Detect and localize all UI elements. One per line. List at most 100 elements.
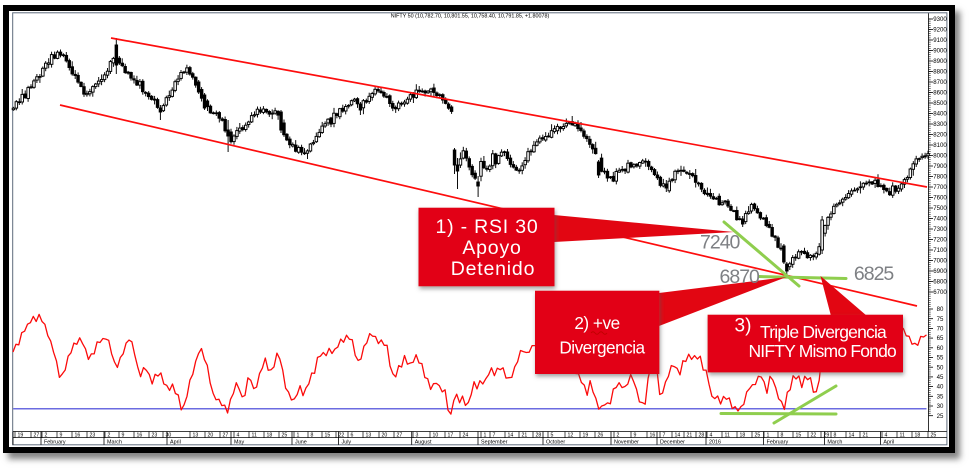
svg-text:8900: 8900 bbox=[933, 58, 947, 65]
svg-text:24: 24 bbox=[463, 433, 469, 439]
svg-text:8500: 8500 bbox=[933, 100, 947, 107]
svg-text:February: February bbox=[44, 440, 66, 446]
svg-text:1: 1 bbox=[767, 433, 770, 439]
svg-text:December: December bbox=[660, 440, 685, 446]
svg-text:27: 27 bbox=[34, 433, 40, 439]
svg-text:9000: 9000 bbox=[933, 48, 947, 55]
svg-text:11: 11 bbox=[725, 433, 730, 439]
svg-text:March: March bbox=[827, 440, 842, 446]
svg-text:6: 6 bbox=[351, 433, 354, 439]
svg-text:19: 19 bbox=[18, 433, 24, 439]
svg-text:25: 25 bbox=[931, 433, 937, 439]
svg-text:March: March bbox=[107, 440, 122, 446]
svg-text:20: 20 bbox=[208, 433, 214, 439]
svg-text:23: 23 bbox=[90, 433, 96, 439]
svg-text:18: 18 bbox=[267, 433, 273, 439]
svg-text:18: 18 bbox=[740, 433, 746, 439]
svg-text:8600: 8600 bbox=[933, 90, 947, 97]
svg-text:9100: 9100 bbox=[933, 37, 947, 44]
svg-text:April: April bbox=[883, 440, 894, 446]
svg-text:5: 5 bbox=[551, 433, 554, 439]
svg-text:40: 40 bbox=[937, 384, 944, 391]
svg-text:7: 7 bbox=[493, 433, 496, 439]
svg-text:May: May bbox=[234, 440, 244, 446]
svg-text:Apoyo: Apoyo bbox=[462, 237, 521, 259]
svg-text:September: September bbox=[481, 440, 508, 446]
svg-text:6800: 6800 bbox=[933, 279, 947, 286]
svg-text:4: 4 bbox=[710, 433, 713, 439]
svg-text:16: 16 bbox=[650, 433, 656, 439]
svg-text:30: 30 bbox=[166, 433, 172, 439]
svg-text:1: 1 bbox=[484, 433, 487, 439]
svg-text:6700: 6700 bbox=[933, 289, 947, 296]
svg-text:NIFTY Mismo Fondo: NIFTY Mismo Fondo bbox=[748, 341, 896, 361]
svg-text:Divergencia: Divergencia bbox=[559, 338, 645, 358]
svg-text:28: 28 bbox=[699, 433, 705, 439]
svg-text:21: 21 bbox=[687, 433, 693, 439]
svg-text:9: 9 bbox=[634, 433, 637, 439]
svg-text:April: April bbox=[170, 440, 181, 446]
svg-text:9: 9 bbox=[60, 433, 63, 439]
svg-text:11: 11 bbox=[900, 433, 905, 439]
svg-text:60: 60 bbox=[937, 345, 944, 352]
svg-text:7400: 7400 bbox=[933, 216, 947, 223]
svg-text:2: 2 bbox=[617, 433, 620, 439]
svg-text:7500: 7500 bbox=[933, 205, 947, 212]
svg-text:23: 23 bbox=[152, 433, 158, 439]
svg-text:6870: 6870 bbox=[720, 266, 761, 288]
svg-text:15: 15 bbox=[796, 433, 802, 439]
svg-text:7100: 7100 bbox=[933, 247, 947, 254]
svg-text:14: 14 bbox=[675, 433, 681, 439]
svg-text:9200: 9200 bbox=[933, 27, 947, 34]
svg-text:80: 80 bbox=[937, 306, 944, 313]
svg-text:7000: 7000 bbox=[933, 258, 947, 265]
svg-text:22: 22 bbox=[339, 433, 345, 439]
svg-text:12: 12 bbox=[568, 433, 574, 439]
svg-text:2: 2 bbox=[45, 433, 48, 439]
svg-text:15: 15 bbox=[325, 433, 331, 439]
svg-text:2) +ve: 2) +ve bbox=[574, 313, 619, 333]
svg-text:3: 3 bbox=[416, 433, 419, 439]
svg-text:45: 45 bbox=[937, 374, 944, 381]
svg-text:27: 27 bbox=[397, 433, 403, 439]
svg-text:19: 19 bbox=[583, 433, 589, 439]
svg-text:June: June bbox=[295, 440, 307, 446]
svg-text:7300: 7300 bbox=[933, 226, 947, 233]
svg-text:NIFTY 50 (10,782.70, 10,801.55: NIFTY 50 (10,782.70, 10,801.55, 10,758.4… bbox=[391, 13, 550, 19]
svg-text:11: 11 bbox=[252, 433, 257, 439]
svg-text:14: 14 bbox=[508, 433, 514, 439]
svg-text:8300: 8300 bbox=[933, 121, 947, 128]
svg-text:7240: 7240 bbox=[700, 232, 741, 254]
svg-text:16: 16 bbox=[75, 433, 81, 439]
svg-text:75: 75 bbox=[937, 316, 944, 323]
svg-text:27: 27 bbox=[223, 433, 229, 439]
svg-text:2: 2 bbox=[108, 433, 111, 439]
svg-text:13: 13 bbox=[366, 433, 372, 439]
svg-text:28: 28 bbox=[536, 433, 542, 439]
svg-text:7600: 7600 bbox=[933, 195, 947, 202]
svg-text:70: 70 bbox=[937, 326, 944, 333]
svg-text:4: 4 bbox=[237, 433, 240, 439]
svg-text:6900: 6900 bbox=[933, 268, 947, 275]
svg-text:8: 8 bbox=[781, 433, 784, 439]
svg-text:7200: 7200 bbox=[933, 237, 947, 244]
svg-text:18: 18 bbox=[915, 433, 921, 439]
svg-text:November: November bbox=[614, 440, 639, 446]
svg-text:20: 20 bbox=[382, 433, 388, 439]
svg-text:6825: 6825 bbox=[854, 263, 895, 285]
svg-text:21: 21 bbox=[863, 433, 869, 439]
svg-text:February: February bbox=[767, 440, 789, 446]
svg-text:7700: 7700 bbox=[933, 184, 947, 191]
svg-text:17: 17 bbox=[448, 433, 454, 439]
svg-text:14: 14 bbox=[849, 433, 855, 439]
svg-text:1) - RSI 30: 1) - RSI 30 bbox=[435, 216, 538, 238]
svg-text:8: 8 bbox=[834, 433, 837, 439]
svg-text:25: 25 bbox=[755, 433, 761, 439]
svg-text:7900: 7900 bbox=[933, 163, 947, 170]
svg-text:7: 7 bbox=[663, 433, 666, 439]
svg-text:16: 16 bbox=[137, 433, 143, 439]
svg-text:55: 55 bbox=[937, 355, 944, 362]
svg-text:Detenido: Detenido bbox=[451, 258, 535, 280]
svg-text:8100: 8100 bbox=[933, 142, 947, 149]
svg-text:30: 30 bbox=[937, 403, 944, 410]
